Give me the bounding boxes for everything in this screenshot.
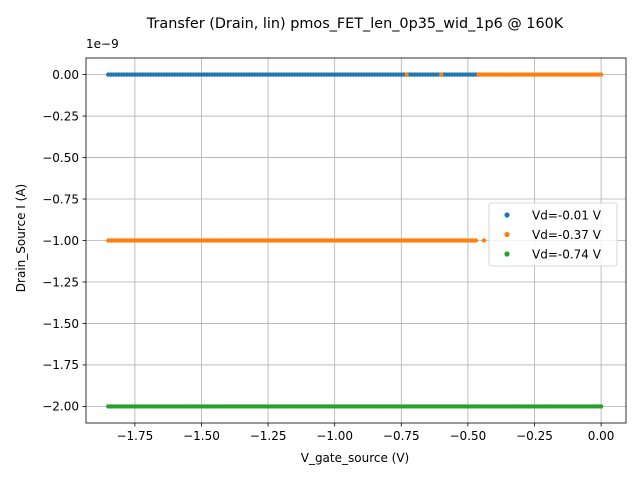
legend-marker xyxy=(504,212,510,218)
legend-label: Vd=-0.01 V xyxy=(532,208,602,222)
y-tick-label: −0.75 xyxy=(42,192,79,206)
data-point xyxy=(439,72,444,77)
legend-box xyxy=(488,202,618,267)
y-tick-label: −1.50 xyxy=(42,317,79,331)
y-tick-label: −2.00 xyxy=(42,400,79,414)
series-2 xyxy=(106,72,604,243)
y-tick-label: −1.25 xyxy=(42,275,79,289)
y-tick-label: −1.00 xyxy=(42,234,79,248)
y-axis-label: Drain_Source I (A) xyxy=(14,184,28,292)
y-tick-label: 0.00 xyxy=(52,68,79,82)
legend-marker xyxy=(504,251,510,257)
data-point xyxy=(598,72,604,77)
y-tick-label: −0.50 xyxy=(42,151,79,165)
data-point xyxy=(404,72,409,77)
x-tick-label: −1.50 xyxy=(183,429,220,443)
y-axis: 0.00 −0.25 −0.50 −0.75 −1.00 −1.25 −1.50 −1.75 −… xyxy=(42,68,86,414)
x-tick-label: −0.25 xyxy=(516,429,553,443)
legend-label: Vd=-0.37 V xyxy=(532,228,602,242)
legend-marker xyxy=(504,231,510,238)
x-tick-label: −1.00 xyxy=(316,429,353,443)
data-points xyxy=(106,72,604,409)
legend: Vd=-0.01 V Vd=-0.37 V Vd=-0.74 V xyxy=(488,202,618,267)
x-tick-label: −1.75 xyxy=(116,429,153,443)
x-tick-label: −0.75 xyxy=(383,429,420,443)
legend-label: Vd=-0.74 V xyxy=(532,247,602,261)
chart-title: Transfer (Drain, lin) pmos_FET_len_0p35_… xyxy=(146,16,564,32)
y-tick-label: −0.25 xyxy=(42,109,79,123)
data-point xyxy=(473,238,479,243)
data-point xyxy=(481,238,487,243)
series-3 xyxy=(106,404,604,409)
y-tick-label: −1.75 xyxy=(42,358,79,372)
y-offset-label: 1e−9 xyxy=(86,37,119,51)
data-point xyxy=(598,404,604,409)
x-tick-label: −1.25 xyxy=(250,429,287,443)
x-axis: −1.75 −1.50 −1.25 −1.00 −0.75 −0.50 −0.25 0.00 xyxy=(116,423,614,443)
x-tick-label: −0.50 xyxy=(449,429,486,443)
x-axis-label: V_gate_source (V) xyxy=(301,451,410,465)
series-1 xyxy=(106,72,481,77)
x-tick-label: 0.00 xyxy=(588,429,615,443)
